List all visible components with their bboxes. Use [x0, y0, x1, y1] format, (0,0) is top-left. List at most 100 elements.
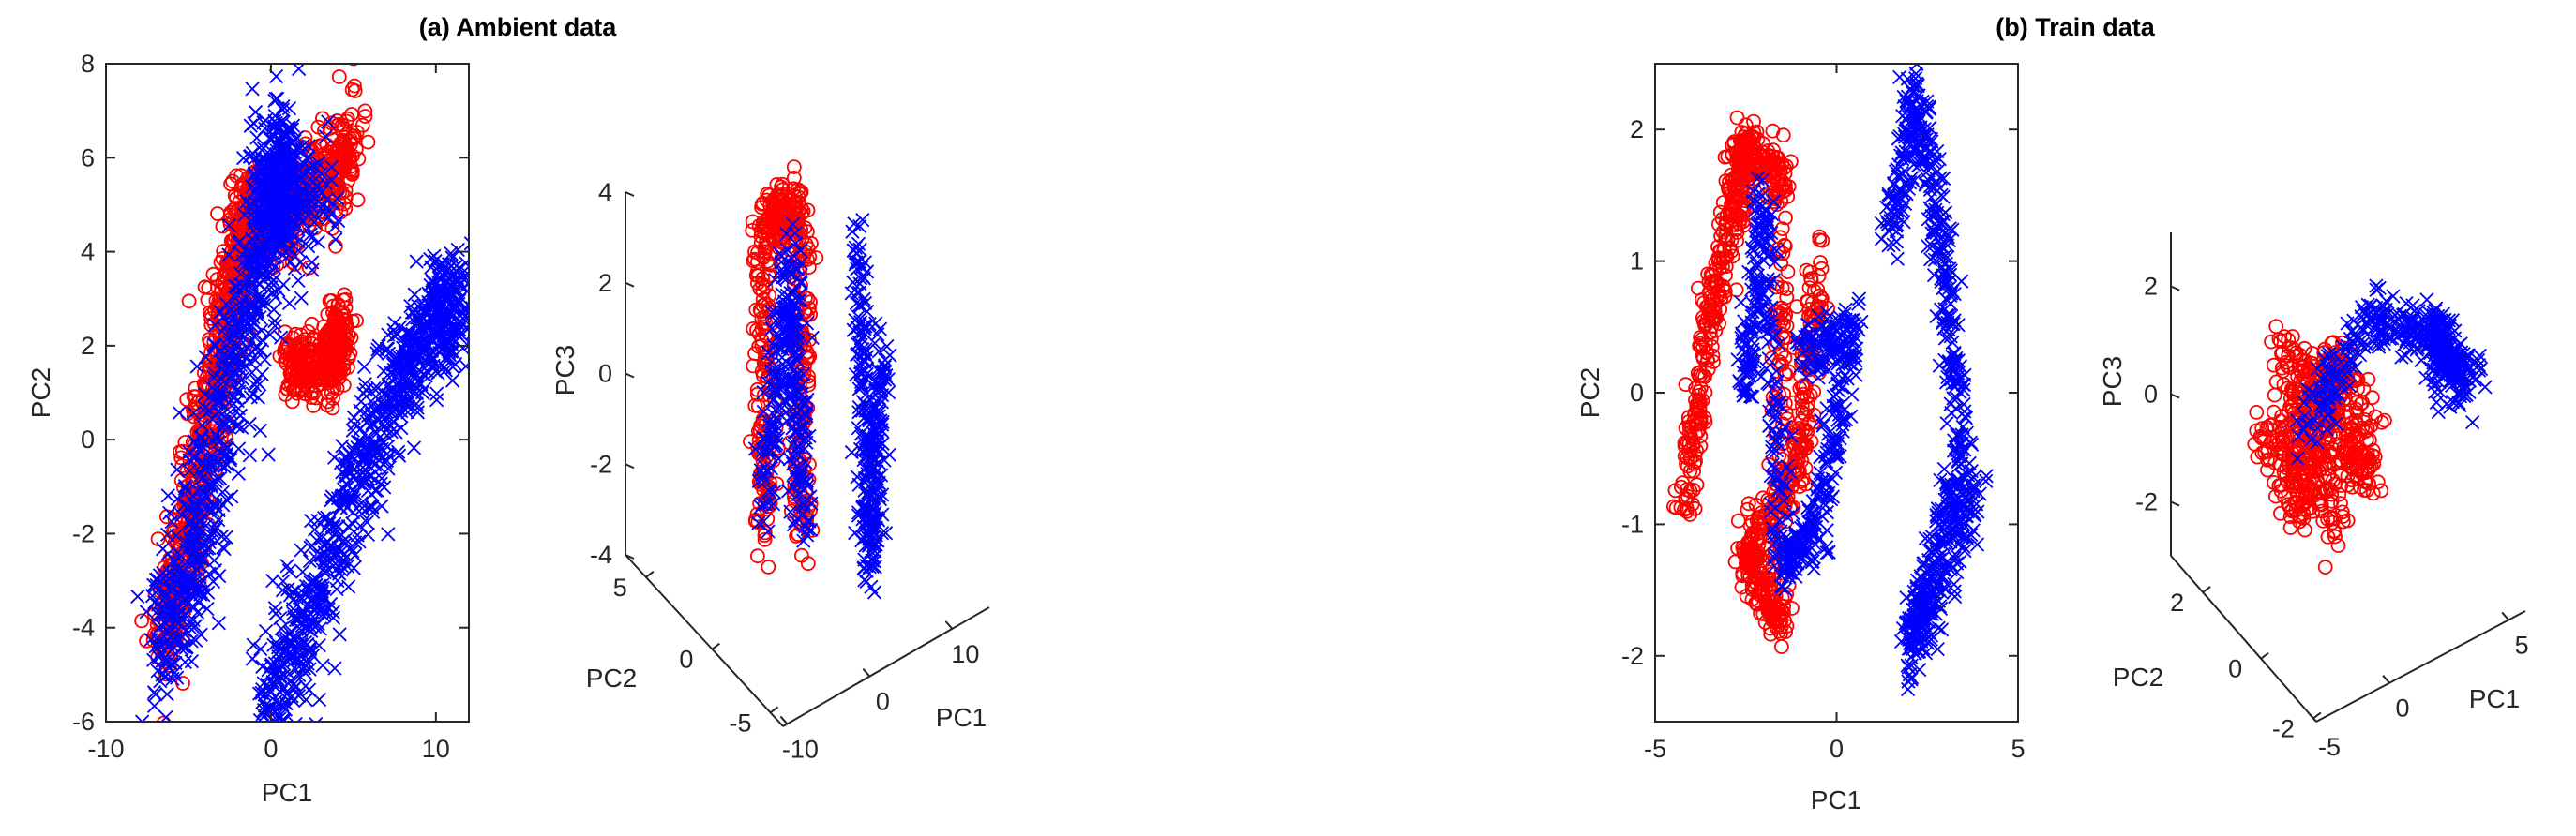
- blue-x-point: [281, 295, 297, 311]
- blue-x-point: [799, 316, 815, 331]
- z-tick-label: 2: [598, 269, 612, 297]
- blue-x-point: [405, 345, 420, 360]
- blue-x-point: [170, 462, 185, 477]
- blue-x-point: [271, 649, 286, 664]
- red-circle-point: [1697, 368, 1712, 384]
- blue-x-point: [213, 470, 228, 486]
- blue-x-point: [788, 345, 804, 361]
- blue-x-point: [435, 295, 450, 310]
- blue-x-point: [304, 513, 319, 529]
- red-circle-point: [769, 176, 785, 192]
- blue-x-point: [805, 330, 820, 346]
- blue-x-point: [774, 255, 789, 270]
- blue-x-point: [321, 114, 336, 129]
- blue-x-point: [450, 242, 465, 258]
- blue-x-point: [252, 240, 268, 256]
- z-tick: [625, 191, 635, 197]
- red-circle-point: [324, 131, 339, 147]
- blue-x-point: [773, 334, 788, 349]
- red-circle-point: [316, 319, 332, 335]
- blue-x-point: [281, 100, 297, 116]
- blue-x-point: [295, 564, 310, 579]
- blue-x-point: [381, 327, 396, 342]
- blue-x-point: [861, 440, 876, 455]
- red-circle-point: [1733, 211, 1749, 227]
- blue-x-point: [279, 226, 294, 241]
- blue-x-point: [853, 374, 869, 390]
- z-tick-label: 0: [598, 360, 612, 388]
- red-circle-point: [757, 531, 773, 547]
- title-train: (b) Train data: [1996, 13, 2155, 41]
- blue-x-point: [218, 296, 234, 312]
- blue-x-point: [207, 366, 222, 381]
- blue-x-point: [146, 698, 162, 713]
- blue-x-point: [245, 82, 260, 97]
- blue-x-point: [444, 373, 460, 388]
- blue-x-point: [217, 321, 232, 336]
- blue-x-point: [317, 590, 332, 605]
- red-circle-point: [1708, 262, 1724, 278]
- blue-x-point: [318, 129, 333, 144]
- red-circle-point: [1705, 310, 1721, 326]
- blue-x-point: [164, 643, 179, 658]
- blue-x-point: [427, 248, 442, 263]
- blue-x-point: [385, 357, 400, 372]
- blue-x-point: [768, 272, 783, 288]
- blue-x-point: [224, 398, 239, 413]
- blue-x-point: [272, 191, 287, 207]
- blue-x-point: [800, 521, 815, 537]
- blue-x-point: [346, 410, 362, 425]
- red-circle-point: [759, 372, 775, 388]
- panel-b-zlabel: PC3: [550, 345, 580, 396]
- blue-x-point: [130, 589, 145, 605]
- red-circle-point: [1701, 313, 1717, 329]
- blue-x-point: [866, 454, 882, 469]
- blue-x-point: [798, 396, 813, 411]
- blue-x-point: [429, 328, 444, 343]
- blue-x-point: [347, 461, 363, 477]
- blue-x-point: [267, 313, 282, 329]
- blue-x-point: [768, 438, 783, 453]
- blue-x-point: [210, 431, 225, 446]
- blue-x-point: [751, 515, 766, 530]
- blue-x-point: [409, 385, 425, 401]
- data-layer: [130, 64, 469, 722]
- red-circle-point: [768, 191, 783, 207]
- y-tick: [645, 570, 655, 578]
- red-circle-point: [328, 336, 344, 351]
- z-tick-label: 4: [598, 178, 612, 206]
- x-tick: [862, 668, 871, 678]
- blue-x-point: [200, 601, 215, 617]
- blue-x-point: [236, 343, 251, 358]
- blue-x-point: [333, 545, 348, 560]
- blue-x-point: [288, 716, 303, 722]
- red-circle-point: [1682, 463, 1698, 479]
- blue-x-point: [424, 351, 440, 366]
- blue-x-point: [790, 406, 806, 421]
- blue-x-point: [877, 365, 892, 381]
- y-tick-label: 8: [81, 50, 95, 78]
- blue-x-point: [163, 578, 178, 593]
- blue-x-point: [767, 392, 782, 407]
- blue-x-point: [264, 157, 279, 172]
- blue-x-point: [217, 541, 232, 557]
- blue-x-point: [379, 423, 395, 438]
- blue-x-point: [792, 467, 807, 482]
- panel-b-xlabel: PC1: [936, 703, 987, 732]
- blue-x-point: [429, 276, 444, 291]
- blue-x-point: [301, 139, 316, 154]
- blue-x-point: [302, 553, 318, 569]
- blue-x-point: [768, 371, 784, 387]
- blue-x-point: [247, 166, 263, 181]
- blue-x-point: [783, 504, 798, 519]
- blue-x-point: [213, 305, 228, 320]
- red-circle-point: [1678, 420, 1694, 436]
- blue-x-point: [170, 670, 185, 685]
- blue-x-point: [208, 338, 223, 353]
- blue-x-point: [222, 335, 237, 351]
- red-circle-point: [174, 458, 190, 474]
- blue-x-point: [242, 448, 258, 463]
- red-circle-point: [747, 244, 762, 260]
- blue-x-point: [359, 515, 374, 530]
- y-tick-label: -2: [72, 519, 95, 547]
